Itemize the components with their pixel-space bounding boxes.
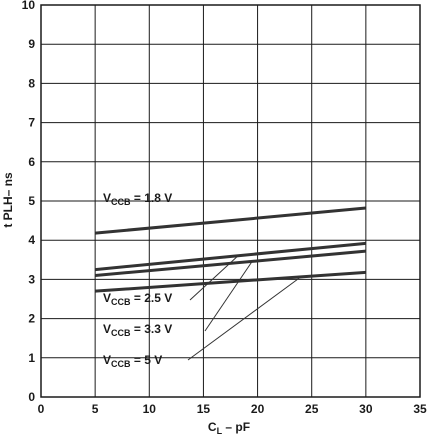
y-axis-label: t PLH– ns <box>1 172 15 228</box>
series-label-0: VCCB = 1.8 V <box>103 191 172 207</box>
plot-frame <box>40 4 421 398</box>
y-tick-label-2: 2 <box>28 312 35 326</box>
series-line-3 <box>95 270 366 293</box>
y-tick-label-4: 4 <box>28 233 35 247</box>
y-tick-label-0: 0 <box>28 390 35 404</box>
x-tick-label-6: 30 <box>359 402 373 416</box>
series-label-2: VCCB = 3.3 V <box>103 322 172 338</box>
y-tick-label-9: 9 <box>28 37 35 51</box>
y-tick-label-5: 5 <box>28 194 35 208</box>
x-axis-label: CL – pF <box>208 420 250 436</box>
x-tick-label-4: 20 <box>251 402 265 416</box>
x-tick-label-1: 5 <box>92 402 99 416</box>
series-line-0 <box>95 206 366 235</box>
y-tick-label-6: 6 <box>28 155 35 169</box>
series-labels: VCCB = 1.8 V VCCB = 2.5 V VCCB = 3.3 V VCCB… <box>103 191 172 369</box>
label-leader-lines <box>187 255 302 361</box>
y-tick-label-8: 8 <box>28 76 35 90</box>
x-tick-label-7: 35 <box>413 402 427 416</box>
series-line-1 <box>94 241 367 272</box>
series-label-3: VCCB = 5 V <box>103 353 162 369</box>
grid <box>40 4 421 398</box>
leader-line-3 <box>187 276 302 361</box>
x-tick-label-0: 0 <box>38 402 45 416</box>
x-tick-labels: 0 5 10 15 20 25 30 35 <box>38 402 427 416</box>
y-tick-label-10: 10 <box>22 0 36 12</box>
x-tick-label-5: 25 <box>305 402 319 416</box>
x-tick-label-3: 15 <box>197 402 211 416</box>
series-label-1: VCCB = 2.5 V <box>103 291 172 307</box>
leader-line-2 <box>204 261 253 332</box>
y-tick-label-1: 1 <box>28 351 35 365</box>
leader-line-1 <box>189 255 239 301</box>
x-tick-label-2: 10 <box>143 402 157 416</box>
series-lines <box>94 206 367 293</box>
plot-border <box>40 4 421 398</box>
y-tick-labels: 0 1 2 3 4 5 6 7 8 9 10 <box>22 0 36 404</box>
y-tick-label-3: 3 <box>28 272 35 286</box>
y-tick-label-7: 7 <box>28 116 35 130</box>
